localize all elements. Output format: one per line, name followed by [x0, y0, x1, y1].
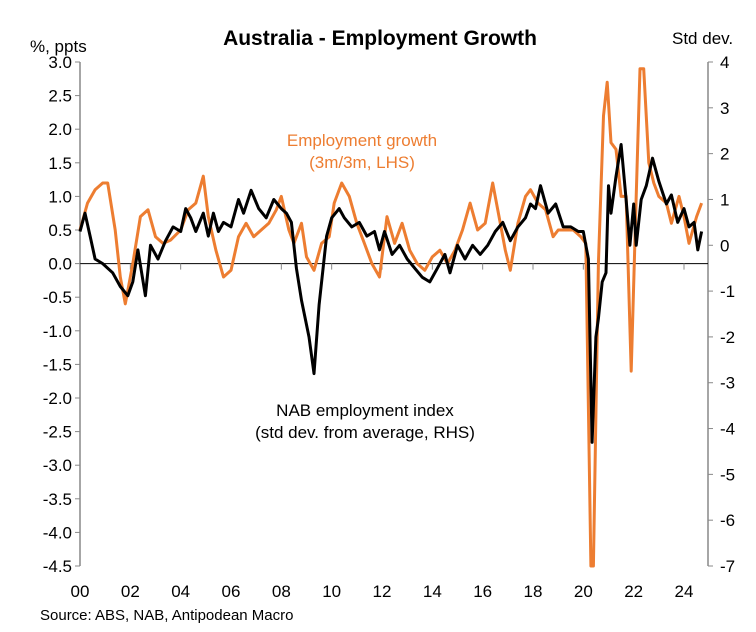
- x-tick-label: 06: [222, 582, 241, 601]
- right-axis-label: Std dev.: [672, 29, 733, 48]
- nab-index-annotation-2: (std dev. from average, RHS): [255, 423, 475, 442]
- employment-growth-annotation-1: Employment growth: [287, 131, 437, 150]
- left-tick-label: 2.5: [48, 87, 72, 106]
- nab-employment-index-line: [78, 143, 704, 444]
- left-tick-label: 0.0: [48, 255, 72, 274]
- right-tick-label: 1: [720, 190, 729, 209]
- x-tick-label: 20: [574, 582, 593, 601]
- x-tick-label: 22: [624, 582, 643, 601]
- left-tick-label: -3.0: [43, 456, 72, 475]
- left-tick-label: -1.5: [43, 355, 72, 374]
- x-tick-label: 04: [171, 582, 190, 601]
- left-tick-label: -4.0: [43, 523, 72, 542]
- right-tick-label: -1: [720, 282, 735, 301]
- x-tick-label: 02: [121, 582, 140, 601]
- left-tick-label: 1.0: [48, 187, 72, 206]
- x-tick-label: 14: [423, 582, 442, 601]
- x-tick-label: 00: [71, 582, 90, 601]
- left-tick-label: -3.5: [43, 490, 72, 509]
- left-tick-label: -2.5: [43, 423, 72, 442]
- x-tick-label: 16: [473, 582, 492, 601]
- right-tick-label: 2: [720, 145, 729, 164]
- left-tick-label: -4.5: [43, 557, 72, 576]
- right-tick-label: 4: [720, 53, 729, 72]
- source-note: Source: ABS, NAB, Antipodean Macro: [40, 607, 293, 624]
- left-tick-label: -2.0: [43, 389, 72, 408]
- x-tick-label: 12: [373, 582, 392, 601]
- left-tick-label: 2.0: [48, 120, 72, 139]
- right-tick-label: -2: [720, 328, 735, 347]
- x-tick-label: 08: [272, 582, 291, 601]
- employment-growth-annotation-2: (3m/3m, LHS): [309, 153, 415, 172]
- right-tick-label: 3: [720, 99, 729, 118]
- left-tick-label: -0.5: [43, 288, 72, 307]
- chart-title: Australia - Employment Growth: [223, 27, 537, 50]
- left-tick-label: 3.0: [48, 53, 72, 72]
- right-tick-label: -3: [720, 374, 735, 393]
- left-tick-label: 0.5: [48, 221, 72, 240]
- x-tick-label: 24: [675, 582, 694, 601]
- left-axis-label: %, ppts: [30, 37, 87, 56]
- right-tick-label: -6: [720, 511, 735, 530]
- left-tick-label: -1.0: [43, 322, 72, 341]
- x-tick-label: 10: [322, 582, 341, 601]
- right-tick-label: -5: [720, 465, 735, 484]
- right-tick-label: -4: [720, 420, 735, 439]
- x-tick-label: 18: [524, 582, 543, 601]
- nab-index-annotation-1: NAB employment index: [276, 401, 454, 420]
- right-tick-label: 0: [720, 236, 729, 255]
- right-tick-label: -7: [720, 557, 735, 576]
- left-tick-label: 1.5: [48, 154, 72, 173]
